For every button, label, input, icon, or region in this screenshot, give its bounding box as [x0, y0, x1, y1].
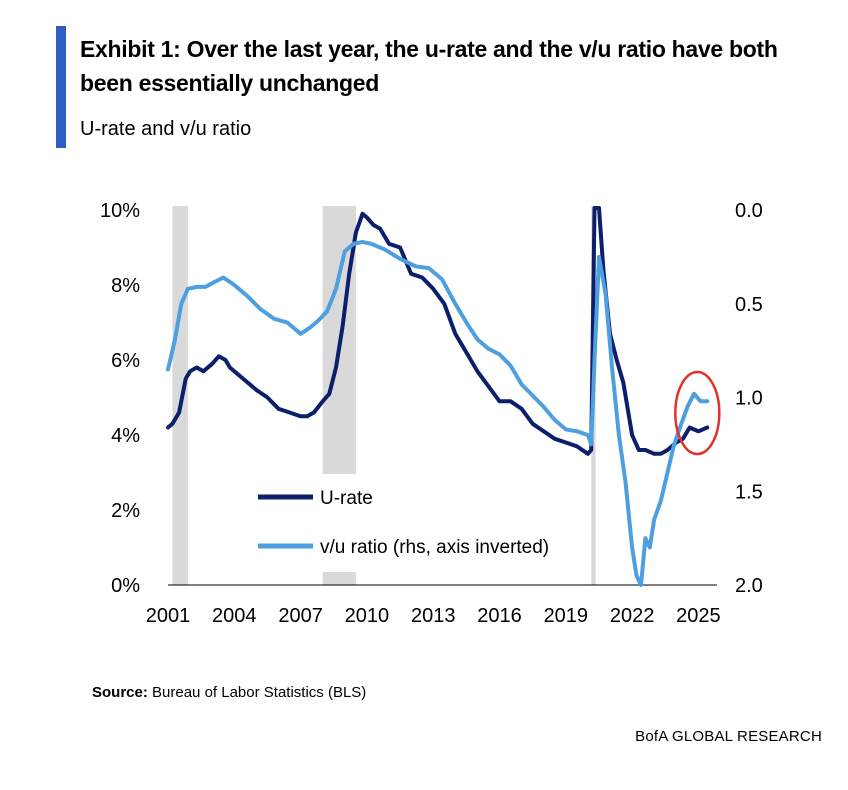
- x-tick-label: 2019: [544, 605, 589, 627]
- legend-label: U-rate: [320, 488, 373, 509]
- legend-label: v/u ratio (rhs, axis inverted): [320, 537, 549, 558]
- recession-shade: [172, 206, 188, 585]
- y-right-tick-label: 0.5: [735, 294, 763, 316]
- x-tick-label: 2022: [610, 605, 655, 627]
- x-tick-label: 2016: [477, 605, 522, 627]
- title-accent-bar: [56, 26, 66, 148]
- series-line-u-rate: [166, 206, 710, 456]
- source-text: Bureau of Labor Statistics (BLS): [152, 684, 367, 701]
- source-label: Source:: [92, 684, 148, 701]
- y-left-tick-label: 4%: [111, 425, 140, 447]
- y-right-tick-label: 1.5: [735, 481, 763, 503]
- y-left-tick-label: 6%: [111, 350, 140, 372]
- x-tick-label: 2010: [345, 605, 390, 627]
- y-right-tick-label: 1.0: [735, 388, 763, 410]
- series-line-vu-ratio: [166, 239, 710, 587]
- y-left-tick-label: 0%: [111, 575, 140, 597]
- x-tick-label: 2004: [212, 605, 257, 627]
- y-left-tick-label: 2%: [111, 500, 140, 522]
- chart: 2001 2004 2007 2010 2013 2016 2019 2022 2025 0% 2%…: [100, 200, 763, 627]
- x-tick-label: 2001: [146, 605, 191, 627]
- x-tick-label: 2025: [676, 605, 721, 627]
- brand-label: BofA GLOBAL RESEARCH: [635, 728, 822, 745]
- chart-title: Exhibit 1: Over the last year, the u-rat…: [80, 36, 778, 96]
- chart-subtitle: U-rate and v/u ratio: [80, 118, 252, 140]
- highlight-circle: [674, 370, 721, 456]
- x-tick-label: 2013: [411, 605, 456, 627]
- y-left-tick-label: 10%: [100, 200, 140, 222]
- y-left-tick-label: 8%: [111, 275, 140, 297]
- x-tick-label: 2007: [278, 605, 323, 627]
- y-right-tick-label: 2.0: [735, 575, 763, 597]
- source-note: Source: Bureau of Labor Statistics (BLS): [92, 684, 366, 701]
- recession-shade: [322, 572, 356, 585]
- y-right-tick-label: 0.0: [735, 200, 763, 222]
